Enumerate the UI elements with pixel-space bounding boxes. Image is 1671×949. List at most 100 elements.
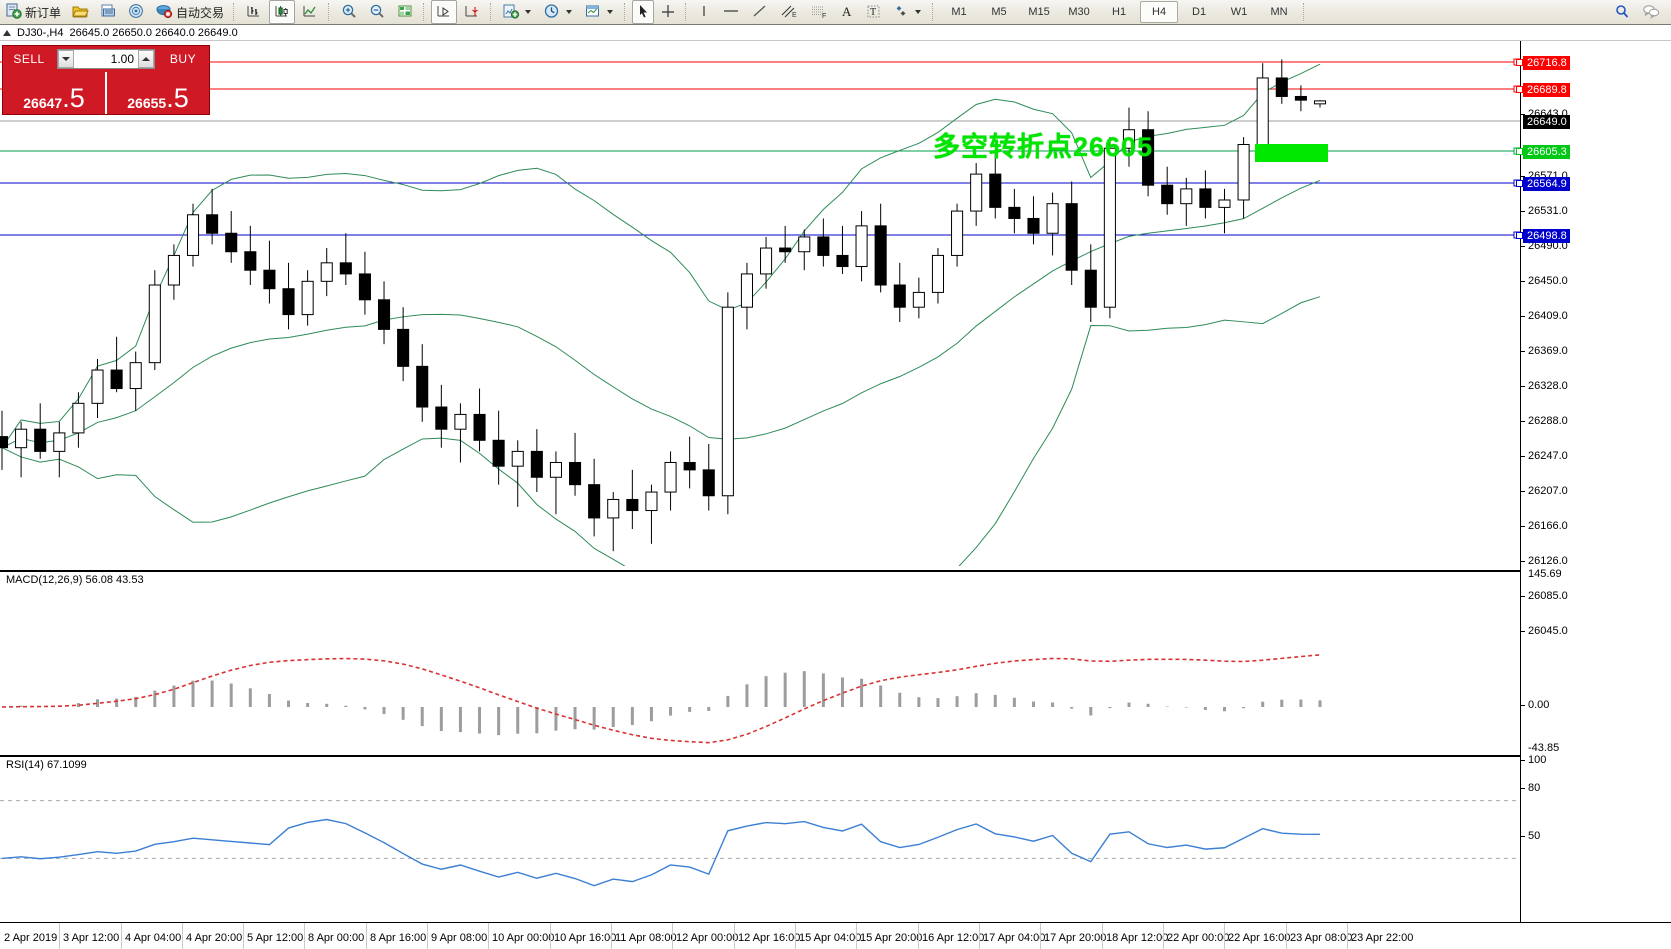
horizontal-line-button[interactable] xyxy=(717,0,745,24)
price-axis[interactable]: 26643.0 26571.0 26531.0 26490.0 26450.0 26409… xyxy=(1516,41,1671,949)
trade-panel-top-row: SELL 1.00 BUY xyxy=(3,46,209,72)
price-tick: 26571.0 xyxy=(1521,171,1568,182)
level-handle[interactable] xyxy=(1516,180,1523,187)
new-order-button[interactable]: 新订单 xyxy=(1,0,65,24)
timeframe-mn[interactable]: MN xyxy=(1270,6,1288,18)
toolbar-separator xyxy=(685,3,688,21)
candle-body xyxy=(912,291,925,308)
chart-shift-button[interactable] xyxy=(459,0,485,24)
vertical-line-icon xyxy=(697,3,711,22)
crosshair-icon xyxy=(660,3,676,22)
macd-pane[interactable]: MACD(12,26,9) 56.08 43.53 xyxy=(0,570,1520,755)
templates-dropdown-arrow[interactable] xyxy=(607,10,614,14)
print-preview-button[interactable] xyxy=(95,0,121,24)
candle-body xyxy=(817,236,830,256)
period-dropdown-arrow[interactable] xyxy=(566,10,573,14)
autotrading-button[interactable]: 自动交易 xyxy=(151,0,228,24)
candlestick-chart-button[interactable] xyxy=(269,0,296,24)
indicators-dropdown-arrow[interactable] xyxy=(525,10,532,14)
candle-body xyxy=(435,406,448,430)
candle-body xyxy=(1294,95,1307,101)
vertical-line-button[interactable] xyxy=(693,0,715,24)
text-button[interactable]: A xyxy=(835,0,859,24)
level-handle[interactable] xyxy=(1516,86,1523,93)
chat-icon xyxy=(1641,3,1661,22)
level-handle[interactable] xyxy=(1516,232,1523,239)
price-tick: 26409.0 xyxy=(1521,311,1568,322)
time-axis-label: 18 Apr 12:00 xyxy=(1106,932,1169,944)
chat-button[interactable] xyxy=(1637,0,1665,24)
crosshair-button[interactable] xyxy=(656,0,680,24)
candle-body xyxy=(1027,217,1040,234)
time-axis-label: 11 Apr 08:00 xyxy=(615,932,677,944)
text-label-button[interactable]: T xyxy=(861,0,886,24)
price-badge-level[interactable]: 26498.8 xyxy=(1523,229,1570,243)
zoom-in-icon xyxy=(340,3,358,22)
price-badge-level[interactable]: 26564.9 xyxy=(1523,177,1570,191)
timeframe-group: M1 M5 M15 M30 H1 H4 D1 W1 MN xyxy=(939,1,1299,23)
indicators-button[interactable] xyxy=(498,0,537,24)
timeframe-h4[interactable]: H4 xyxy=(1140,1,1179,23)
rsi-pane[interactable]: RSI(14) 67.1099 xyxy=(0,755,1520,922)
level-handle[interactable] xyxy=(1516,148,1523,155)
level-handle[interactable] xyxy=(1516,59,1523,66)
search-button[interactable] xyxy=(1609,0,1635,24)
auto-scroll-button[interactable] xyxy=(431,0,458,24)
fibonacci-icon: F xyxy=(809,3,829,22)
toolbar-separator xyxy=(423,3,426,21)
shapes-button[interactable] xyxy=(888,0,927,24)
price-pane[interactable]: 多空转折点26605 xyxy=(0,41,1520,566)
candle-body xyxy=(530,450,543,478)
market-watch-icon xyxy=(127,3,145,22)
equidistant-channel-button[interactable]: E xyxy=(775,0,803,24)
bar-chart-icon xyxy=(245,3,263,22)
buy-price[interactable]: 26655 .5 xyxy=(107,72,209,114)
period-button[interactable] xyxy=(539,0,578,24)
templates-button[interactable] xyxy=(580,0,619,24)
price-badge-order-level[interactable]: 26716.8 xyxy=(1523,56,1570,70)
timeframe-w1[interactable]: W1 xyxy=(1230,6,1248,18)
cursor-button[interactable] xyxy=(632,0,655,24)
line-chart-icon xyxy=(301,3,319,22)
volume-increase-button[interactable] xyxy=(138,50,154,68)
price-badge-order-level[interactable]: 26689.8 xyxy=(1523,83,1570,97)
timeframe-m5[interactable]: M5 xyxy=(991,6,1007,18)
time-tick xyxy=(366,923,367,949)
data-window-button[interactable] xyxy=(392,0,418,24)
time-tick xyxy=(611,923,612,949)
shapes-dropdown-arrow[interactable] xyxy=(915,10,922,14)
volume-stepper[interactable]: 1.00 xyxy=(57,49,155,69)
candle-body xyxy=(970,173,983,212)
collapse-icon[interactable] xyxy=(3,29,11,36)
line-chart-button[interactable] xyxy=(297,0,323,24)
sell-button[interactable]: SELL xyxy=(13,52,45,66)
folder-button[interactable] xyxy=(67,0,93,24)
price-badge-level[interactable]: 26605.3 xyxy=(1523,145,1570,159)
volume-decrease-button[interactable] xyxy=(58,50,74,68)
timeframe-d1[interactable]: D1 xyxy=(1192,6,1207,18)
ohlc-values: 26645.0 26650.0 26640.0 26649.0 xyxy=(69,26,238,39)
zoom-in-button[interactable] xyxy=(336,0,362,24)
volume-value[interactable]: 1.00 xyxy=(110,52,134,66)
timeframe-m30[interactable]: M30 xyxy=(1068,6,1090,18)
buy-price-decimal: .5 xyxy=(166,83,189,113)
fibonacci-button[interactable]: F xyxy=(805,0,833,24)
sell-price[interactable]: 26647 .5 xyxy=(3,72,107,114)
trendline-button[interactable] xyxy=(747,0,773,24)
timeframe-m15[interactable]: M15 xyxy=(1028,6,1050,18)
bar-chart-button[interactable] xyxy=(241,0,267,24)
time-axis[interactable]: 2 Apr 2019 3 Apr 12:00 4 Apr 04:00 4 Apr 20… xyxy=(0,922,1671,949)
zoom-out-button[interactable] xyxy=(364,0,390,24)
chart-area[interactable]: DJ30-,H4 26645.0 26650.0 26640.0 26649.0… xyxy=(0,24,1671,949)
price-badge-last-price[interactable]: 26649.0 xyxy=(1523,115,1570,129)
chart-annotation-text[interactable]: 多空转折点26605 xyxy=(933,132,1154,162)
buy-button[interactable]: BUY xyxy=(169,52,197,66)
market-watch-button[interactable] xyxy=(123,0,149,24)
candle-body xyxy=(836,254,849,268)
candle-body xyxy=(1122,129,1136,149)
one-click-trading-panel[interactable]: SELL 1.00 BUY 26647 .5 26655 .5 xyxy=(2,45,210,115)
timeframe-m1[interactable]: M1 xyxy=(951,6,967,18)
timeframe-h1[interactable]: H1 xyxy=(1112,6,1127,18)
toolbar-separator xyxy=(1303,3,1306,21)
candle-body xyxy=(1046,203,1059,234)
